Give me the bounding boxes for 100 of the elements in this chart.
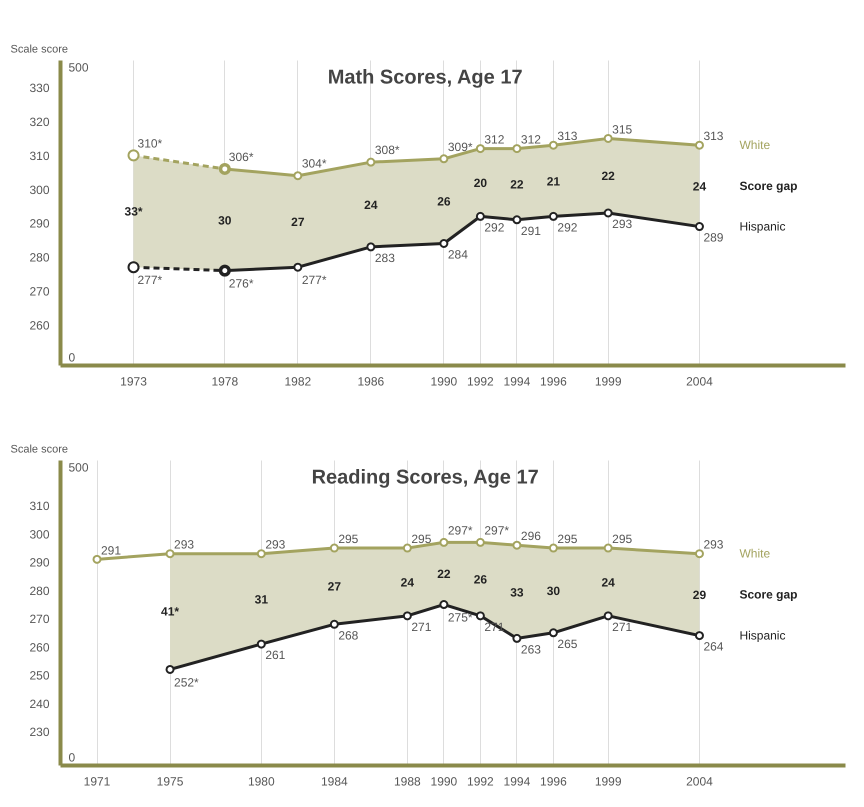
x-tick-label: 1978 xyxy=(211,374,238,388)
data-label: 289 xyxy=(703,230,724,245)
annotation: 21 xyxy=(546,174,560,188)
data-label: 271 xyxy=(612,620,633,634)
data-label: 296 xyxy=(520,529,542,544)
x-tick-label: 1982 xyxy=(284,374,312,388)
data-label: 295 xyxy=(338,532,359,546)
data-label: 252* xyxy=(174,675,200,690)
data-label: 295 xyxy=(612,532,633,546)
data-label: 261 xyxy=(265,648,286,662)
annotation: 24 xyxy=(602,575,616,590)
y-tick-label: 300 xyxy=(29,527,50,542)
text: Hispanic xyxy=(739,628,786,643)
x-tick-label: 1984 xyxy=(320,774,348,788)
data-label: 277* xyxy=(302,273,327,288)
annotation: 24 xyxy=(364,198,378,212)
y-tick-label: 300 xyxy=(29,182,50,197)
annotation: 20 xyxy=(474,176,488,190)
x-tick-label: 1980 xyxy=(248,774,275,788)
chart-title: Math Scores, Age 17 xyxy=(328,66,523,88)
data-label: 275* xyxy=(448,610,473,625)
annotation: 22 xyxy=(510,178,524,192)
data-label: 291 xyxy=(101,543,122,558)
data-label: 276* xyxy=(228,276,254,291)
data-label: 277* xyxy=(138,273,163,288)
annotation: 33 xyxy=(510,585,524,600)
data-label: 309* xyxy=(448,140,473,154)
annotation: Score gap xyxy=(739,178,798,193)
y-tick-label: 260 xyxy=(29,318,50,332)
y-tick-label: 310 xyxy=(29,499,50,514)
x-tick-label: 1973 xyxy=(120,374,148,388)
x-tick-label: 2004 xyxy=(686,774,714,788)
y-tick-label: 270 xyxy=(29,612,50,626)
y-tick-label: 290 xyxy=(29,556,50,570)
annotation: 27 xyxy=(291,214,305,229)
x-tick-label: 1990 xyxy=(430,774,458,788)
annotation: Score gap xyxy=(739,588,798,602)
y-tick-label: 270 xyxy=(29,284,50,298)
data-label: 268 xyxy=(338,628,359,642)
y-tick-label: 230 xyxy=(29,725,50,740)
x-tick-label: 1999 xyxy=(594,374,622,388)
annotation: 30 xyxy=(546,584,560,598)
data-label: 264 xyxy=(703,640,724,654)
annotation: 26 xyxy=(474,572,488,587)
annotation: 24 xyxy=(400,575,414,590)
x-tick-label: 1996 xyxy=(540,374,568,388)
y-tick-label: 250 xyxy=(29,668,50,683)
text: White xyxy=(739,138,770,152)
annotation: 22 xyxy=(437,566,451,581)
annotation: 500 xyxy=(68,60,89,74)
annotation: 0 xyxy=(68,750,76,764)
y-tick-label: 240 xyxy=(29,696,50,711)
data-label: 293 xyxy=(174,538,194,552)
y-tick-label: 290 xyxy=(29,216,50,231)
annotation: 0 xyxy=(68,350,76,364)
data-label: 293 xyxy=(265,538,286,552)
y-tick-label: 330 xyxy=(29,81,50,96)
x-tick-label: 1990 xyxy=(430,374,458,388)
y-tick-label: 310 xyxy=(29,148,50,163)
annotation: 24 xyxy=(692,179,706,194)
data-label: 283 xyxy=(374,250,396,265)
data-label: 306* xyxy=(228,150,254,164)
x-tick-label: 1992 xyxy=(467,374,494,388)
chart-title: Reading Scores, Age 17 xyxy=(312,466,539,488)
x-tick-label: 1986 xyxy=(358,374,385,388)
data-label: 284 xyxy=(448,248,468,262)
annotation: 29 xyxy=(692,588,706,602)
x-tick-label: 1975 xyxy=(156,774,184,788)
annotation: 41* xyxy=(161,604,180,619)
data-label: 291 xyxy=(520,224,542,238)
data-label: 297* xyxy=(448,523,473,538)
y-axis-title: Scale score xyxy=(10,44,68,56)
data-label: 297* xyxy=(484,523,510,538)
annotation: 22 xyxy=(602,169,616,184)
x-tick-label: 1999 xyxy=(594,774,622,788)
annotation: 27 xyxy=(328,580,342,594)
data-label: 315 xyxy=(612,122,633,136)
data-label: 295 xyxy=(411,532,432,546)
annotation: 31 xyxy=(254,592,268,606)
y-tick-label: 260 xyxy=(29,640,50,654)
y-tick-label: 280 xyxy=(29,250,50,265)
data-label: 295 xyxy=(557,532,578,546)
data-label: 265 xyxy=(557,636,578,651)
data-label: 313 xyxy=(557,129,578,144)
y-tick-label: 320 xyxy=(29,115,50,129)
data-label: 310* xyxy=(138,136,163,150)
data-label: 313 xyxy=(703,129,724,144)
data-label: 263 xyxy=(520,642,542,656)
data-label: 308* xyxy=(374,143,400,158)
y-axis-title: Scale score xyxy=(10,444,68,456)
data-label: 292 xyxy=(484,220,505,234)
annotation: 33* xyxy=(124,204,143,218)
x-tick-label: 1994 xyxy=(504,374,531,388)
x-tick-label: 1996 xyxy=(540,774,568,788)
x-tick-label: 1992 xyxy=(467,774,494,788)
annotation: 26 xyxy=(437,194,451,209)
annotation: 500 xyxy=(68,460,89,474)
data-label: 271 xyxy=(411,620,432,634)
x-tick-label: 1971 xyxy=(84,774,111,788)
x-tick-label: 1988 xyxy=(394,774,422,788)
